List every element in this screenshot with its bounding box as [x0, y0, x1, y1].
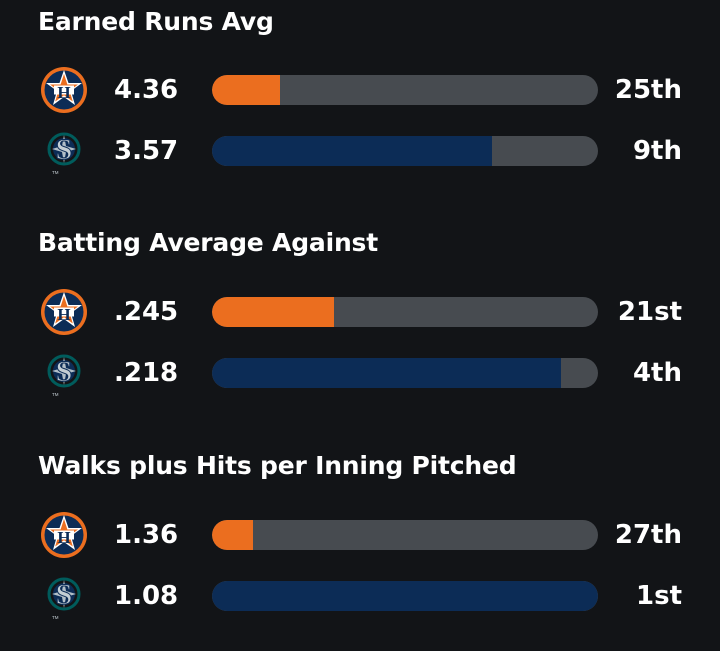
svg-text:H: H	[57, 83, 70, 102]
stat-rank: 4th	[632, 358, 682, 388]
stat-rank: 1st	[636, 581, 682, 611]
stat-title: Batting Average Against	[38, 228, 378, 257]
svg-text:TM: TM	[52, 392, 59, 397]
stat-rank: 25th	[614, 75, 682, 105]
houston-astros-logo-icon: H	[40, 288, 88, 336]
stat-title: Walks plus Hits per Inning Pitched	[38, 451, 517, 480]
houston-astros-logo-icon: H	[40, 66, 88, 114]
svg-text:S: S	[56, 578, 73, 611]
seattle-mariners-logo-icon: S TM	[40, 127, 88, 175]
team-row-astros: H 1.36 27th	[0, 507, 720, 563]
rank-bar-fill	[212, 297, 334, 327]
stat-title: Earned Runs Avg	[38, 7, 274, 36]
rank-bar-fill	[212, 75, 280, 105]
stat-value: .245	[114, 297, 179, 327]
stat-value: 1.08	[114, 581, 179, 611]
svg-text:S: S	[56, 355, 73, 388]
svg-text:TM: TM	[52, 615, 59, 620]
rank-bar-track	[212, 297, 598, 327]
svg-text:H: H	[57, 528, 70, 547]
stat-value: 1.36	[114, 520, 179, 550]
rank-bar-fill	[212, 136, 492, 166]
rank-bar-fill	[212, 520, 253, 550]
seattle-mariners-logo-icon: S TM	[40, 349, 88, 397]
stat-value: .218	[114, 358, 179, 388]
stat-rank: 21st	[617, 297, 682, 327]
rank-bar-track	[212, 520, 598, 550]
stat-rank: 27th	[614, 520, 682, 550]
rank-bar-fill	[212, 581, 598, 611]
rank-bar-track	[212, 75, 598, 105]
houston-astros-logo-icon: H	[40, 511, 88, 559]
team-row-mariners: S TM .218 4th	[0, 345, 720, 401]
stat-rank: 9th	[632, 136, 682, 166]
team-row-mariners: S TM 1.08 1st	[0, 568, 720, 624]
rank-bar-track	[212, 358, 598, 388]
team-row-astros: H .245 21st	[0, 284, 720, 340]
rank-bar-fill	[212, 358, 562, 388]
rank-bar-track	[212, 581, 598, 611]
svg-text:S: S	[56, 133, 73, 166]
seattle-mariners-logo-icon: S TM	[40, 572, 88, 620]
svg-text:TM: TM	[52, 170, 59, 175]
rank-bar-track	[212, 136, 598, 166]
stat-value: 3.57	[114, 136, 179, 166]
team-row-astros: H 4.36 25th	[0, 62, 720, 118]
svg-text:H: H	[57, 305, 70, 324]
team-row-mariners: S TM 3.57 9th	[0, 123, 720, 179]
stat-value: 4.36	[114, 75, 179, 105]
